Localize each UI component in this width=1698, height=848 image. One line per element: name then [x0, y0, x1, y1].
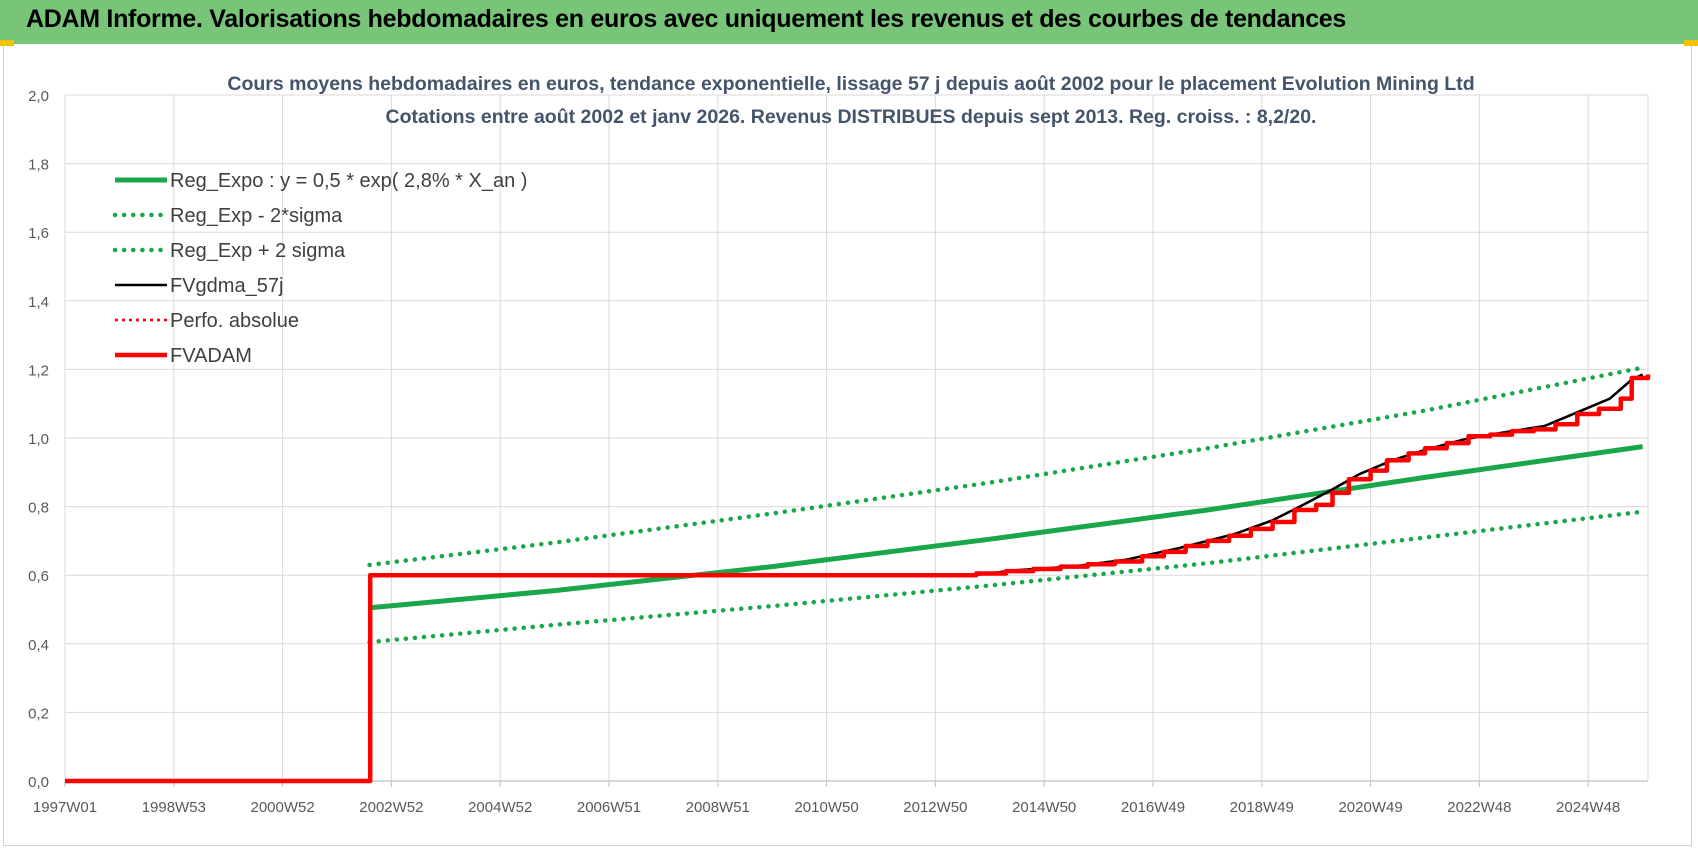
- y-tick-label: 0,2: [28, 705, 49, 722]
- corner-marker-left: [0, 40, 14, 46]
- x-tick-label: 2010W50: [794, 799, 858, 816]
- series-line-2: [367, 365, 1645, 568]
- series-line-3: [65, 373, 1644, 783]
- x-tick-label: 2020W49: [1338, 799, 1402, 816]
- x-tick-label: 2008W51: [686, 799, 750, 816]
- chart-panel: [3, 46, 1692, 846]
- page-title: ADAM Informe. Valorisations hebdomadaire…: [26, 5, 1347, 33]
- y-tick-label: 1,0: [28, 431, 49, 448]
- legend-label: FVgdma_57j: [170, 275, 283, 297]
- x-tick-label: 2004W52: [468, 799, 532, 816]
- x-tick-label: 1997W01: [33, 799, 97, 816]
- y-tick-label: 2,0: [28, 88, 49, 105]
- x-tick-label: 2024W48: [1556, 799, 1620, 816]
- y-tick-label: 0,0: [28, 774, 49, 791]
- x-tick-label: 1998W53: [142, 799, 206, 816]
- y-tick-label: 0,6: [28, 568, 49, 585]
- series-line-5: [65, 374, 1651, 784]
- legend-label: Reg_Exp + 2 sigma: [170, 240, 346, 262]
- series-layer: [65, 365, 1651, 784]
- header-bar: ADAM Informe. Valorisations hebdomadaire…: [0, 0, 1698, 44]
- chart-subtitle: Cotations entre août 2002 et janv 2026. …: [386, 106, 1317, 128]
- x-tick-label: 2006W51: [577, 799, 641, 816]
- series-line-4: [65, 373, 1644, 783]
- legend-label: Reg_Expo : y = 0,5 * exp( 2,8% * X_an ): [170, 170, 527, 192]
- x-tick-label: 2016W49: [1121, 799, 1185, 816]
- legend: Reg_Expo : y = 0,5 * exp( 2,8% * X_an ) R…: [112, 170, 527, 367]
- corner-marker-right: [1684, 40, 1698, 46]
- series-line-0: [369, 444, 1643, 611]
- y-tick-label: 1,6: [28, 225, 49, 242]
- legend-label: FVADAM: [170, 345, 252, 367]
- y-tick-label: 1,4: [28, 294, 49, 311]
- x-tick-label: 2012W50: [903, 799, 967, 816]
- x-tick-label: 2022W48: [1447, 799, 1511, 816]
- legend-label: Perfo. absolue: [170, 310, 299, 332]
- y-tick-label: 1,2: [28, 362, 49, 379]
- legend-label: Reg_Exp - 2*sigma: [170, 205, 343, 227]
- axis-layer: 0,0 0,2 0,4 0,6 0,8 1,0 1,2 1,4 1,6 1,8 2,0 1997W01…: [28, 88, 1648, 816]
- chart-title-group: Cours moyens hebdomadaires en euros, ten…: [227, 73, 1474, 128]
- x-tick-label: 2018W49: [1230, 799, 1294, 816]
- y-tick-label: 0,8: [28, 500, 49, 517]
- x-tick-label: 2014W50: [1012, 799, 1076, 816]
- x-tick-label: 2002W52: [359, 799, 423, 816]
- x-tick-label: 2000W52: [250, 799, 314, 816]
- grid-layer: [64, 94, 1649, 782]
- y-tick-label: 0,4: [28, 637, 49, 654]
- chart-title: Cours moyens hebdomadaires en euros, ten…: [227, 73, 1474, 95]
- y-tick-label: 1,8: [28, 157, 49, 174]
